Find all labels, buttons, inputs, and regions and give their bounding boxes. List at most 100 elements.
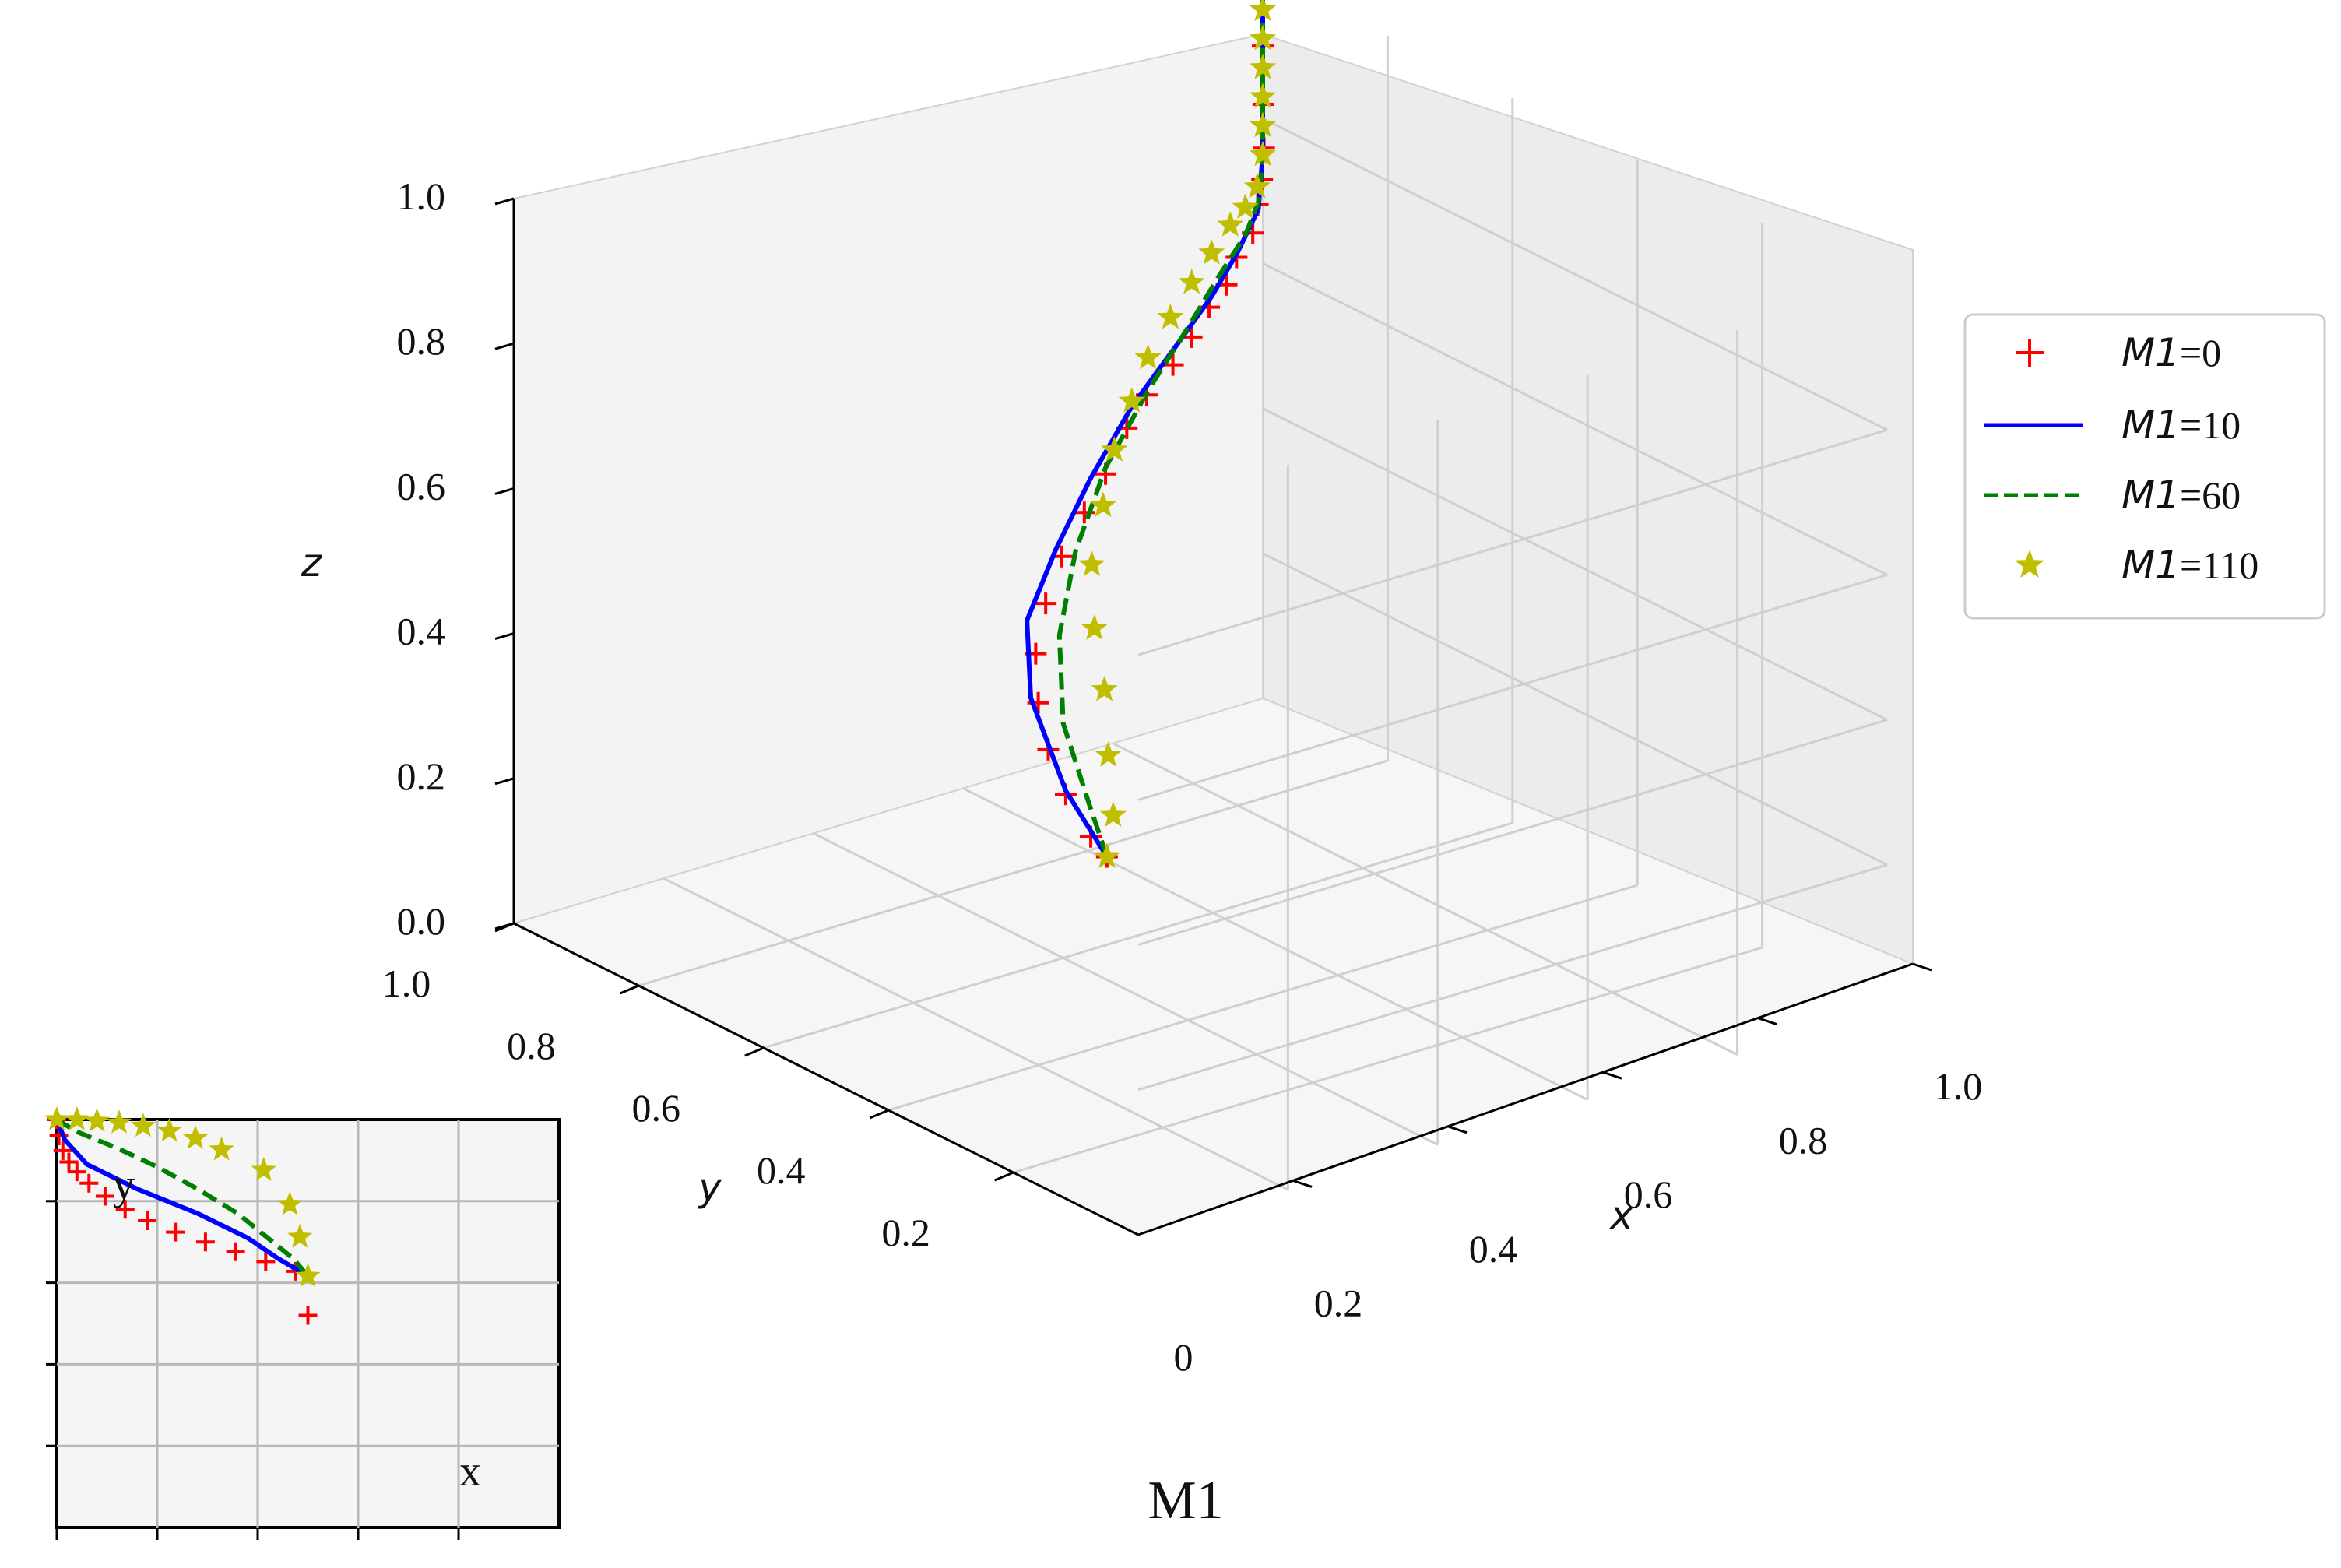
inset-ticks bbox=[46, 1200, 460, 1540]
legend-entry: M1=60 bbox=[1984, 473, 2241, 518]
svg-text:M1=10: M1=10 bbox=[2121, 403, 2241, 448]
x-tick-label: 1.0 bbox=[1934, 1064, 1983, 1108]
data-point-marker bbox=[1243, 173, 1271, 199]
x-axis-line bbox=[1137, 962, 1914, 1236]
wall-gridline bbox=[1262, 262, 1888, 576]
x-tick bbox=[1602, 1071, 1622, 1080]
x-tick bbox=[1447, 1125, 1468, 1134]
inset-data-point bbox=[182, 1125, 209, 1149]
x-tick-label: 0.2 bbox=[1314, 1281, 1363, 1324]
data-point-marker bbox=[1249, 83, 1277, 108]
inset-data-point bbox=[295, 1263, 321, 1287]
x-tick bbox=[1912, 962, 1932, 972]
floor-gridline bbox=[663, 877, 1289, 1191]
figure-caption: M1 bbox=[1148, 1471, 1223, 1531]
inset-series-line bbox=[55, 1117, 310, 1278]
inset-y-label: y bbox=[113, 1161, 135, 1209]
inset-data-point bbox=[84, 1108, 110, 1132]
inset-data-point bbox=[53, 1141, 72, 1160]
inset-plot: y x bbox=[44, 1106, 561, 1540]
z-tick bbox=[494, 197, 515, 206]
legend-star-marker bbox=[2015, 550, 2044, 578]
inset-data-point bbox=[226, 1242, 245, 1261]
data-point-marker bbox=[1099, 801, 1127, 827]
data-point-marker bbox=[1198, 239, 1225, 265]
data-point-marker bbox=[1249, 24, 1277, 51]
data-point-marker bbox=[1095, 741, 1122, 767]
x-tick-label: 0.8 bbox=[1779, 1119, 1828, 1162]
inset-series bbox=[44, 1106, 321, 1325]
inset-data-point bbox=[106, 1109, 132, 1134]
inset-data-point bbox=[95, 1187, 114, 1206]
y-tick bbox=[619, 984, 639, 995]
legend-label-value: =0 bbox=[2180, 331, 2221, 374]
floor-gridline bbox=[1112, 742, 1738, 1056]
svg-text:M1=110: M1=110 bbox=[2121, 543, 2258, 588]
legend-label-name: M1 bbox=[2121, 403, 2180, 448]
legend-label-name: M1 bbox=[2121, 543, 2180, 588]
data-point-marker bbox=[1162, 353, 1184, 376]
svg-text:M1=0: M1=0 bbox=[2121, 330, 2221, 375]
z-tick bbox=[494, 632, 515, 641]
z-tick-label: 0.2 bbox=[397, 754, 446, 798]
data-point-marker bbox=[1217, 211, 1244, 237]
inset-data-point bbox=[79, 1173, 99, 1193]
inset-data-point bbox=[67, 1162, 86, 1182]
x-axis-label: x bbox=[1608, 1193, 1633, 1238]
inset-data-point bbox=[59, 1152, 79, 1172]
y-tick-label: 0.8 bbox=[507, 1024, 556, 1067]
data-point-marker bbox=[1118, 387, 1145, 413]
legend-frame bbox=[1963, 313, 2326, 620]
floor-gridline bbox=[638, 759, 1388, 987]
svg-text:M1=60: M1=60 bbox=[2121, 473, 2241, 518]
y-tick-label: 1.0 bbox=[382, 962, 431, 1005]
legend-label-value: =10 bbox=[2180, 403, 2241, 447]
data-point-marker bbox=[1249, 111, 1277, 138]
floor-gridline bbox=[813, 832, 1439, 1146]
legend-entry: M1=110 bbox=[2015, 543, 2258, 588]
z-tick-label: 1.0 bbox=[397, 174, 446, 218]
legend-entry: M1=10 bbox=[1984, 403, 2241, 448]
inset-data-point bbox=[138, 1211, 157, 1230]
x-tick bbox=[1292, 1179, 1313, 1188]
z-tick-label: 0.8 bbox=[397, 319, 446, 363]
pane-group bbox=[511, 33, 1915, 1236]
data-point-marker bbox=[1091, 676, 1118, 701]
inset-data-point bbox=[64, 1106, 90, 1130]
y-tick bbox=[494, 922, 515, 933]
series-line bbox=[1056, 0, 1265, 858]
inset-series-line bbox=[54, 1118, 310, 1278]
legend-label-name: M1 bbox=[2121, 330, 2180, 375]
y-axis-label: y bbox=[697, 1165, 722, 1210]
data-point-marker bbox=[1249, 0, 1277, 22]
y-tick-label: 0.6 bbox=[632, 1086, 681, 1130]
wall-gridline bbox=[1262, 552, 1888, 867]
inset-data-point bbox=[115, 1200, 135, 1219]
data-point-marker bbox=[1089, 491, 1116, 517]
data-point-marker bbox=[1232, 193, 1259, 219]
x-tick-label: 0.4 bbox=[1469, 1227, 1518, 1271]
floor-gridline bbox=[888, 884, 1638, 1112]
data-point-marker bbox=[1078, 550, 1105, 576]
inset-data-point bbox=[130, 1113, 156, 1137]
inset-data-point bbox=[298, 1306, 318, 1325]
data-point-marker bbox=[1101, 436, 1128, 462]
inset-data-point bbox=[156, 1117, 182, 1142]
y-tick bbox=[869, 1109, 889, 1120]
wall-gridline bbox=[1262, 117, 1888, 431]
z-tick-label: 0.0 bbox=[397, 899, 446, 943]
data-point-marker bbox=[1035, 592, 1057, 615]
wall-gridline bbox=[1262, 407, 1888, 721]
y-axis-line bbox=[513, 922, 1139, 1236]
z-axis-label: z bbox=[301, 540, 323, 585]
inset-data-point bbox=[44, 1106, 70, 1130]
legend-label-value: =60 bbox=[2180, 473, 2241, 517]
legend-label-value: =110 bbox=[2180, 543, 2258, 587]
inset-data-point bbox=[209, 1136, 234, 1161]
floor-gridline bbox=[763, 821, 1513, 1049]
data-point-marker bbox=[1081, 614, 1108, 640]
legend-label-name: M1 bbox=[2121, 473, 2180, 518]
inset-data-point bbox=[195, 1232, 215, 1252]
inset-data-point bbox=[287, 1223, 313, 1248]
